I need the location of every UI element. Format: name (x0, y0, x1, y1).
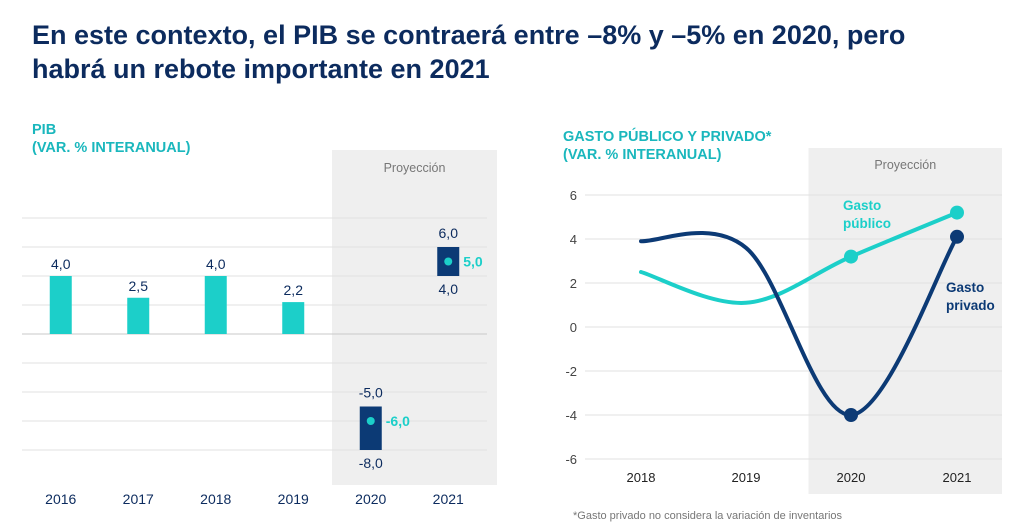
page-title: En este contexto, el PIB se contraerá en… (32, 18, 1012, 86)
spending-chart-header: GASTO PÚBLICO Y PRIVADO* (VAR. % INTERAN… (563, 128, 771, 164)
gdp-chart-title: PIB (32, 122, 57, 138)
spending-private-marker (950, 229, 964, 244)
spending-x-tick-label: 2019 (732, 470, 761, 485)
spending-x-tick-label: 2021 (943, 470, 972, 485)
gdp-x-tick-label: 2016 (45, 491, 76, 507)
gdp-midpoint-marker (444, 257, 453, 266)
spending-y-tick-label: -4 (565, 408, 577, 423)
gdp-x-tick-label: 2019 (278, 491, 309, 507)
gdp-chart-header: PIB (VAR. % INTERANUAL) (32, 121, 190, 157)
gdp-bar (49, 276, 72, 334)
gdp-x-tick-label: 2020 (355, 491, 386, 507)
gdp-bar (127, 297, 150, 334)
spending-public-line (639, 210, 959, 305)
spending-y-tick-label: -2 (565, 364, 577, 379)
gdp-bar-value-label: 4,0 (206, 256, 226, 272)
spending-public-marker (844, 249, 858, 264)
gdp-projection-label: Proyección (384, 161, 446, 175)
gdp-midpoint-label: -6,0 (386, 413, 410, 429)
gdp-midpoint-label: 5,0 (463, 254, 483, 270)
gdp-range-high-label: 6,0 (439, 225, 459, 241)
spending-private-label-line-1: Gasto (946, 280, 984, 295)
spending-chart-subtitle: (VAR. % INTERANUAL) (563, 147, 722, 163)
gdp-range-low-label: 4,0 (439, 281, 459, 297)
gdp-bar-value-label: 2,5 (129, 278, 149, 294)
gdp-range-low-label: -8,0 (359, 455, 383, 471)
gdp-bar-value-label: 4,0 (51, 256, 71, 272)
gdp-bar-value-label: 2,2 (284, 282, 304, 298)
gdp-range-bar (359, 406, 382, 450)
gdp-range-high-label: -5,0 (359, 385, 383, 401)
spending-public-label-line-2: público (843, 216, 891, 231)
gdp-x-tick-label: 2017 (123, 491, 154, 507)
spending-private-marker (844, 408, 858, 422)
spending-y-tick-label: 0 (570, 320, 577, 335)
title-line-1: En este contexto, el PIB se contraerá en… (32, 20, 906, 50)
spending-x-tick-label: 2020 (837, 470, 866, 485)
gdp-bar (282, 302, 305, 334)
spending-private-label-line-2: privado (946, 298, 995, 313)
spending-projection-shade (808, 148, 1002, 494)
gdp-bar (204, 276, 227, 334)
gdp-projection-shade (332, 150, 497, 485)
spending-projection-label: Proyección (874, 158, 936, 172)
spending-y-tick-label: 4 (570, 232, 577, 247)
title-line-2: habrá un rebote importante en 2021 (32, 54, 490, 84)
spending-public-marker (950, 205, 964, 220)
spending-private-line (639, 231, 959, 418)
gdp-x-tick-label: 2018 (200, 491, 231, 507)
spending-y-tick-label: 2 (570, 276, 577, 291)
gdp-midpoint-marker (366, 417, 375, 425)
footnote: *Gasto privado no considera la variación… (573, 510, 843, 522)
spending-chart-title: GASTO PÚBLICO Y PRIVADO* (563, 129, 772, 145)
spending-public-label-line-1: Gasto (843, 198, 881, 213)
spending-x-tick-label: 2018 (627, 470, 656, 485)
gdp-x-tick-label: 2021 (433, 491, 464, 507)
spending-y-tick-label: -6 (565, 452, 577, 467)
spending-y-tick-label: 6 (570, 188, 577, 203)
gdp-chart-subtitle: (VAR. % INTERANUAL) (32, 140, 191, 156)
